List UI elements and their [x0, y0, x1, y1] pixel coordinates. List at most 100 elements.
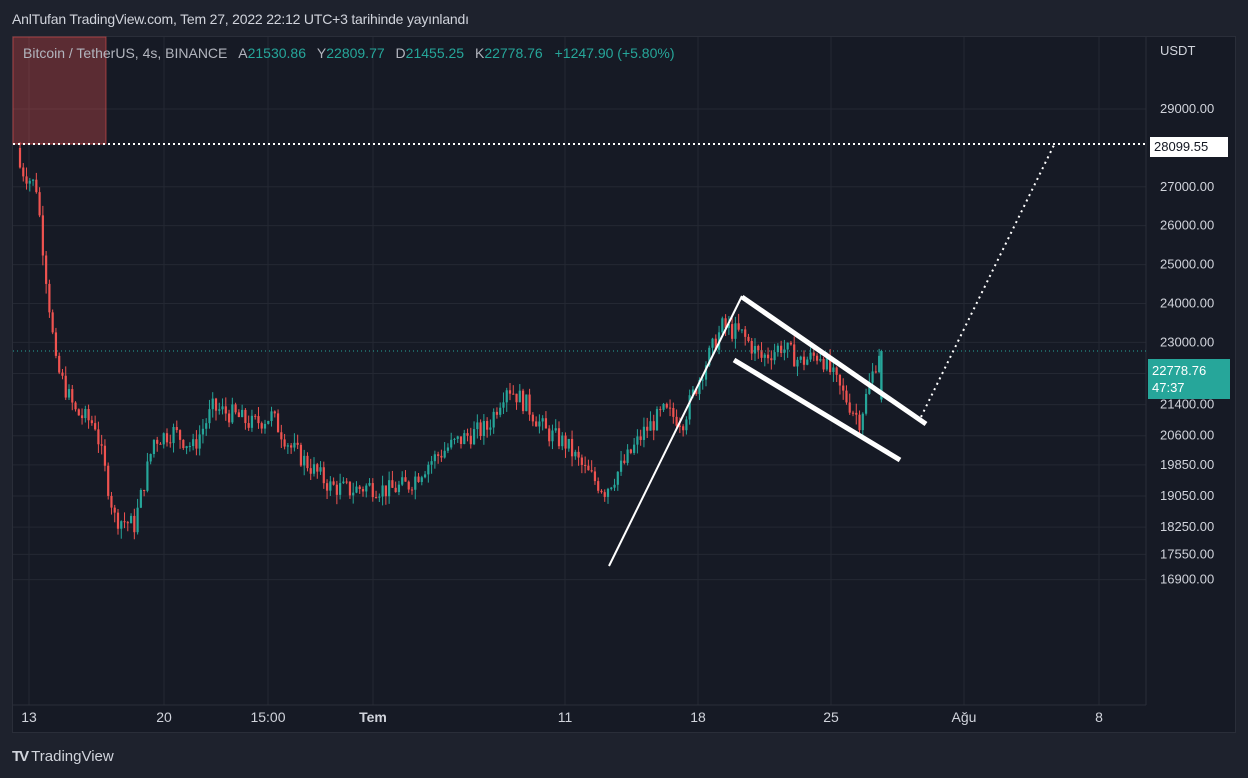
candle-body — [116, 512, 120, 529]
candle-body — [178, 430, 182, 440]
candle-body — [829, 356, 832, 373]
top-bar: AnlTufan TradingView.com, Tem 27, 2022 2… — [0, 0, 1248, 36]
candle-body — [97, 429, 100, 445]
chart-area[interactable] — [12, 36, 1236, 733]
candle-body — [329, 481, 332, 491]
candle-body — [815, 355, 819, 361]
candle-body — [234, 404, 237, 413]
candle-body — [401, 477, 404, 485]
candle-body — [633, 444, 636, 453]
candle-body — [548, 428, 551, 442]
candle-body — [306, 455, 309, 469]
candle-body — [463, 433, 466, 444]
candle-body — [165, 433, 169, 443]
candle-body — [515, 393, 518, 403]
candle-body — [678, 425, 681, 427]
y-tick-label: 20600.00 — [1160, 428, 1214, 443]
candle-body — [41, 215, 44, 256]
candle-body — [629, 449, 632, 453]
candle-body — [659, 409, 662, 411]
candle-body — [263, 423, 267, 429]
x-tick-label: Tem — [359, 709, 387, 725]
candle-body — [303, 455, 306, 466]
candle-body — [339, 483, 342, 495]
high-label: Y — [316, 45, 327, 61]
candle-body — [61, 372, 64, 376]
y-tick-label: 17550.00 — [1160, 546, 1214, 561]
candle-body — [391, 480, 394, 488]
candle-body — [580, 457, 583, 465]
candle-body — [567, 438, 570, 449]
symbol-name[interactable]: Bitcoin / TetherUS, 4s, BINANCE — [23, 45, 228, 61]
candle-body — [355, 486, 358, 493]
close-value: 22778.76 — [484, 45, 543, 61]
candle-body — [149, 454, 152, 462]
candle-body — [201, 428, 205, 435]
candle-body — [332, 481, 335, 485]
candle-body — [192, 439, 195, 447]
candle-body — [250, 415, 254, 428]
candle-body — [642, 426, 646, 440]
candle-body — [698, 380, 701, 395]
y-tick-label: 21400.00 — [1160, 397, 1214, 412]
candle-body — [208, 409, 211, 424]
candle-body — [780, 345, 783, 353]
candle-body — [64, 375, 67, 398]
candle-body — [188, 446, 191, 448]
flagpole-line — [608, 295, 743, 567]
candle-body — [763, 354, 766, 358]
candle-body — [378, 496, 381, 498]
candle-body — [459, 436, 463, 444]
candle-body — [616, 471, 619, 485]
candle-body — [247, 423, 250, 428]
candle-body — [51, 312, 54, 333]
candle-body — [753, 345, 757, 354]
candle-body — [182, 439, 185, 449]
candle-body — [404, 477, 407, 482]
candle-body — [352, 492, 355, 496]
candle-body — [695, 389, 698, 395]
candle-body — [80, 415, 84, 419]
candle-body — [577, 451, 580, 458]
candle-body — [848, 402, 851, 413]
candle-body — [851, 412, 855, 414]
candle-body — [103, 445, 107, 466]
candle-body — [793, 344, 796, 367]
candle-body — [472, 429, 476, 445]
candle-body — [551, 430, 554, 442]
candle-body — [67, 389, 71, 398]
candle-body — [557, 428, 561, 447]
candle-body — [18, 147, 22, 168]
tradingview-logo[interactable]: TV TradingView — [12, 748, 114, 765]
candle-body — [701, 379, 704, 381]
candle-body — [290, 445, 293, 448]
candle-body — [662, 403, 665, 410]
candle-body — [286, 445, 289, 447]
candle-body — [874, 371, 877, 373]
candle-body — [776, 345, 779, 353]
candle-body — [25, 176, 28, 184]
candle-body — [704, 365, 708, 380]
candle-body — [384, 485, 387, 497]
x-tick-label: 11 — [558, 709, 573, 725]
candle-body — [414, 476, 417, 490]
candle-body — [74, 402, 77, 410]
candle-body — [427, 464, 430, 475]
candle-body — [521, 390, 525, 412]
candle-body — [766, 354, 770, 359]
candle-body — [169, 442, 172, 444]
candle-body — [299, 444, 303, 466]
candle-body — [799, 356, 802, 360]
candle-body — [613, 484, 616, 488]
candle-body — [773, 352, 776, 361]
x-tick-label: Ağu — [952, 709, 977, 725]
candle-body — [270, 411, 273, 422]
candle-body — [757, 345, 760, 351]
candle-body — [113, 507, 116, 513]
candle-body — [90, 420, 93, 424]
y-tick-label: 29000.00 — [1160, 101, 1214, 116]
candle-body — [649, 421, 652, 431]
candle-body — [740, 329, 744, 331]
candle-body — [606, 488, 610, 497]
